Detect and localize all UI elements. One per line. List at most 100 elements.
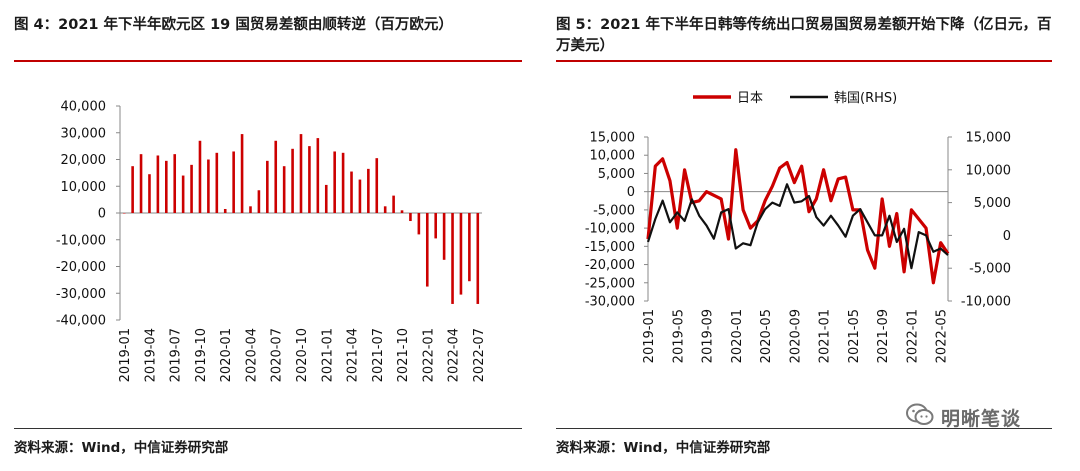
bar-2020-10 [299, 134, 303, 213]
bar-2020-08 [282, 166, 286, 213]
x-tick-label: 2019-04 [143, 328, 158, 382]
watermark-text: 明晰笔谈 [941, 407, 1022, 430]
bar-2020-07 [274, 140, 278, 213]
left-y-tick-label: -25,000 [585, 276, 635, 291]
bar-2019-06 [165, 160, 168, 213]
bar-2021-06 [367, 168, 370, 213]
bar-2019-10 [198, 140, 202, 213]
figure2-title-rule [556, 60, 1052, 62]
y-tick-label: 40,000 [61, 100, 107, 115]
x-tick-label: 2020-10 [295, 328, 310, 382]
bar-2022-06 [468, 213, 471, 282]
x-tick-label: 2022-07 [472, 328, 487, 382]
x-tick-label: 2019-07 [169, 328, 184, 382]
x-tick-label: 2019-05 [671, 309, 686, 363]
figure2-title: 图 5：2021 年下半年日韩等传统出口贸易国贸易差额开始下降（亿日元，百万美元… [556, 17, 1052, 54]
bar-2022-02 [434, 213, 437, 239]
left-y-tick-label: -5,000 [593, 203, 635, 218]
x-tick-label: 2021-09 [876, 309, 891, 363]
bar-2021-04 [350, 171, 353, 213]
x-tick-label: 2020-04 [244, 328, 259, 382]
bar-2019-03 [139, 154, 143, 213]
x-tick-label: 2021-05 [847, 309, 862, 363]
x-tick-label: 2022-01 [905, 309, 920, 363]
bar-2021-11 [409, 213, 412, 222]
bar-2020-04 [249, 206, 252, 213]
x-tick-label: 2019-10 [194, 328, 209, 382]
legend-label-japan: 日本 [737, 91, 763, 106]
bar-2019-12 [215, 152, 219, 213]
bar-2020-05 [257, 190, 261, 213]
y-tick-label: 10,000 [61, 180, 107, 195]
figure1-bar-chart: 40,000 30,000 20,000 10,000 0 -10,000 -20,000 -… [56, 100, 487, 383]
bar-2022-04 [451, 213, 454, 304]
left-y-tick-label: -30,000 [585, 295, 635, 310]
bar-2019-01 [122, 213, 126, 214]
y-tick-label: -10,000 [56, 233, 106, 248]
x-tick-label: 2020-05 [759, 309, 774, 363]
figure1-source: 资料来源：Wind，中信证券研究部 [14, 440, 229, 456]
left-y-tick-label: 5,000 [598, 167, 635, 182]
left-y-tick-label: 10,000 [590, 149, 636, 164]
right-y-tick-label: 10,000 [966, 163, 1012, 178]
x-tick-label: 2019-09 [701, 309, 716, 363]
bar-2022-05 [459, 213, 463, 295]
y-tick-label: 0 [98, 207, 106, 222]
series-line-japan [646, 148, 950, 285]
x-tick-label: 2021-07 [371, 328, 386, 382]
y-tick-label: 30,000 [61, 126, 107, 141]
bar-2019-08 [181, 175, 185, 213]
y-tick-label: -40,000 [56, 314, 106, 329]
bar-2021-09 [392, 195, 395, 213]
y-tick-label: -30,000 [56, 287, 106, 302]
figure1-title: 图 4：2021 年下半年欧元区 19 国贸易差额由顺转逆（百万欧元） [14, 17, 453, 33]
bar-2020-01 [223, 208, 227, 213]
left-y-tick-label: -20,000 [585, 258, 635, 273]
bar-2019-02 [131, 166, 134, 213]
x-tick-label: 2021-04 [346, 328, 361, 382]
figure2-source: 资料来源：Wind，中信证券研究部 [556, 440, 771, 456]
x-tick-label: 2020-07 [270, 328, 285, 382]
bar-2020-12 [316, 138, 320, 213]
series-line-korea [646, 183, 949, 270]
bar-2019-07 [173, 154, 177, 213]
bar-2021-02 [333, 151, 336, 213]
bar-2020-03 [240, 134, 244, 213]
bar-2020-02 [232, 151, 235, 213]
figure1-title-rule [14, 60, 522, 62]
y-tick-label: 20,000 [61, 153, 107, 168]
bar-2019-05 [156, 155, 160, 213]
right-y-tick-label: 5,000 [974, 196, 1011, 211]
bar-2021-05 [358, 179, 362, 213]
figure1-source-rule [14, 428, 522, 429]
bar-2019-09 [190, 164, 193, 213]
bar-2021-07 [375, 158, 379, 213]
left-y-tick-label: -15,000 [585, 240, 635, 255]
bar-2022-03 [442, 213, 446, 260]
x-tick-label: 2020-01 [730, 309, 745, 363]
right-y-tick-label: -5,000 [969, 262, 1011, 277]
bar-2020-11 [308, 146, 311, 213]
right-y-tick-label: 15,000 [966, 131, 1012, 146]
watermark: 明晰笔谈 [905, 402, 1021, 432]
bar-2021-10 [400, 210, 404, 213]
x-tick-label: 2019-01 [642, 309, 657, 363]
x-tick-label: 2022-05 [935, 309, 950, 363]
x-tick-label: 2022-01 [421, 328, 436, 382]
bar-2020-09 [291, 148, 294, 213]
x-tick-label: 2021-10 [396, 328, 411, 382]
bar-2021-08 [383, 206, 387, 213]
y-tick-label: -20,000 [56, 260, 106, 275]
left-y-tick-label: 15,000 [590, 131, 636, 146]
x-tick-label: 2020-09 [788, 309, 803, 363]
x-tick-label: 2020-01 [219, 328, 234, 382]
left-y-tick-label: 0 [627, 185, 635, 200]
wechat-icon [905, 402, 935, 432]
bar-2021-12 [417, 213, 421, 235]
x-tick-label: 2022-04 [447, 328, 462, 382]
bar-2021-01 [324, 184, 328, 213]
x-tick-label: 2019-01 [118, 328, 133, 382]
x-tick-label: 2021-01 [818, 309, 833, 363]
figure2-line-chart: 15,000 10,000 5,000 0 -5,000 -10,000 -15,000 -2… [585, 91, 1012, 363]
bar-2019-11 [207, 159, 210, 213]
